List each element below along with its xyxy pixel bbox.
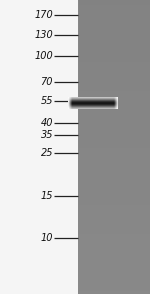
Text: 10: 10 <box>40 233 53 243</box>
Text: 15: 15 <box>40 191 53 201</box>
Text: 55: 55 <box>40 96 53 106</box>
Text: 35: 35 <box>40 130 53 140</box>
Text: 70: 70 <box>40 77 53 87</box>
Text: 25: 25 <box>40 148 53 158</box>
Text: 170: 170 <box>34 10 53 20</box>
Text: 100: 100 <box>34 51 53 61</box>
Text: 130: 130 <box>34 30 53 40</box>
Bar <box>78 0 150 294</box>
Text: 40: 40 <box>40 118 53 128</box>
